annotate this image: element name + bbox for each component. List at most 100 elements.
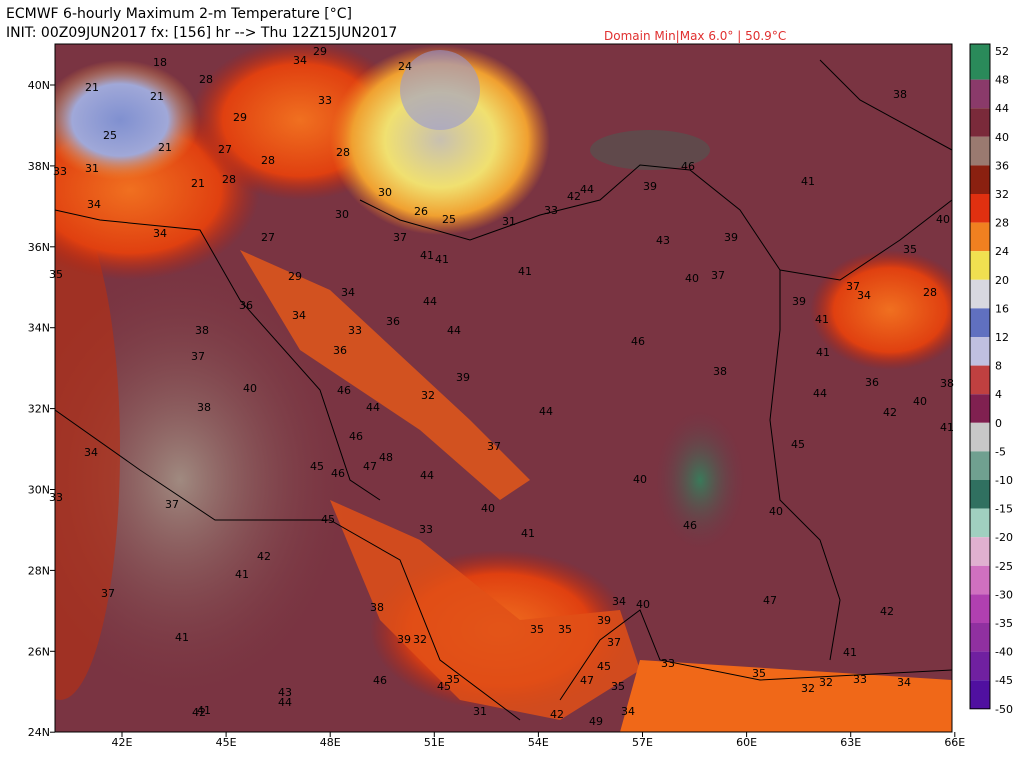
map-value-label: 33 — [318, 94, 332, 107]
map-value-label: 24 — [398, 60, 412, 73]
map-value-label: 45 — [310, 460, 324, 473]
lon-label: 42E — [112, 736, 133, 749]
colorbar-label: -40 — [995, 646, 1013, 659]
lat-label: 36N — [28, 241, 50, 254]
colorbar-segment — [970, 44, 990, 80]
map-value-label: 27 — [261, 231, 275, 244]
colorbar-frame — [969, 43, 991, 710]
map-value-label: 29 — [288, 270, 302, 283]
colorbar-segment — [970, 194, 990, 223]
map-value-label: 41 — [420, 249, 434, 262]
map-value-label: 38 — [195, 324, 209, 337]
map-value-label: 39 — [597, 614, 611, 627]
colorbar-label: 12 — [995, 331, 1009, 344]
map-value-label: 33 — [49, 491, 63, 504]
map-value-label: 41 — [521, 527, 535, 540]
colorbar-label: 0 — [995, 417, 1002, 430]
colorbar-label: 48 — [995, 74, 1009, 87]
map-value-label: 44 — [447, 324, 461, 337]
map-value-label: 42 — [550, 708, 564, 721]
lon-label: 60E — [736, 736, 757, 749]
lat-label: 32N — [28, 403, 50, 416]
lon-label: 51E — [424, 736, 445, 749]
colorbar-label: -5 — [995, 445, 1006, 458]
colorbar-segment — [970, 279, 990, 309]
map-value-label: 35 — [558, 623, 572, 636]
map-value-label: 49 — [589, 715, 603, 728]
map-value-label: 34 — [293, 54, 307, 67]
colorbar-segment — [970, 308, 990, 337]
map-value-label: 39 — [456, 371, 470, 384]
map-value-label: 37 — [191, 350, 205, 363]
lat-label: 30N — [28, 484, 50, 497]
map-value-label: 43 — [278, 686, 292, 699]
colorbar-segment — [970, 623, 990, 652]
lon-label: 57E — [632, 736, 653, 749]
lon-label: 48E — [320, 736, 341, 749]
map-value-label: 21 — [191, 177, 205, 190]
map-value-label: 32 — [819, 676, 833, 689]
colorbar-label: 44 — [995, 102, 1009, 115]
map-value-label: 35 — [446, 673, 460, 686]
map-value-label: 43 — [656, 234, 670, 247]
map-value-label: 33 — [661, 657, 675, 670]
map-frame — [54, 43, 953, 733]
map-value-label: 31 — [502, 215, 516, 228]
map-value-label: 41 — [843, 646, 857, 659]
colorbar-label: 28 — [995, 217, 1009, 230]
map-value-label: 33 — [53, 165, 67, 178]
colorbar-label: 32 — [995, 188, 1009, 201]
map-value-label: 35 — [530, 623, 544, 636]
colorbar-label: 8 — [995, 360, 1002, 373]
map-value-label: 47 — [763, 594, 777, 607]
colorbar-segment — [970, 594, 990, 623]
lat-label: 28N — [28, 564, 50, 577]
map-value-label: 32 — [801, 682, 815, 695]
map-value-label: 40 — [243, 382, 257, 395]
map-value-label: 40 — [633, 473, 647, 486]
map-value-label: 28 — [336, 146, 350, 159]
map-value-label: 34 — [897, 676, 911, 689]
map-value-label: 37 — [607, 636, 621, 649]
map-value-label: 38 — [713, 365, 727, 378]
map-value-label: 33 — [348, 324, 362, 337]
map-value-label: 39 — [397, 633, 411, 646]
map-value-label: 38 — [370, 601, 384, 614]
map-value-label: 39 — [643, 180, 657, 193]
colorbar-label: -15 — [995, 503, 1013, 516]
map-value-label: 46 — [331, 467, 345, 480]
map-value-label: 33 — [544, 204, 558, 217]
map-value-label: 28 — [261, 154, 275, 167]
map-value-label: 45 — [597, 660, 611, 673]
lat-label: 26N — [28, 645, 50, 658]
colorbar-segment — [970, 565, 990, 595]
map-value-label: 35 — [752, 667, 766, 680]
map-value-label: 37 — [487, 440, 501, 453]
map-value-label: 42 — [192, 706, 206, 719]
title: ECMWF 6-hourly Maximum 2-m Temperature [… — [6, 6, 352, 22]
map-value-label: 29 — [233, 111, 247, 124]
map-value-label: 40 — [936, 213, 950, 226]
map-value-label: 41 — [816, 346, 830, 359]
colorbar-label: 52 — [995, 45, 1009, 58]
map-value-label: 38 — [893, 88, 907, 101]
map-value-label: 37 — [165, 498, 179, 511]
colorbar-segment — [970, 79, 990, 109]
colorbar-segment — [970, 394, 990, 423]
map-value-label: 34 — [612, 595, 626, 608]
colorbar-segment — [970, 165, 990, 194]
map-value-label: 41 — [518, 265, 532, 278]
map-value-label: 21 — [85, 81, 99, 94]
map-value-label: 44 — [366, 401, 380, 414]
colorbar-segment — [970, 108, 990, 137]
colorbar-segment — [970, 537, 990, 566]
map-value-label: 46 — [631, 335, 645, 348]
map-value-label: 44 — [539, 405, 553, 418]
map-value-label: 36 — [386, 315, 400, 328]
map-value-label: 25 — [103, 129, 117, 142]
map-value-label: 38 — [940, 377, 954, 390]
map-value-label: 33 — [853, 673, 867, 686]
map-value-label: 34 — [621, 705, 635, 718]
lon-label: 54E — [528, 736, 549, 749]
